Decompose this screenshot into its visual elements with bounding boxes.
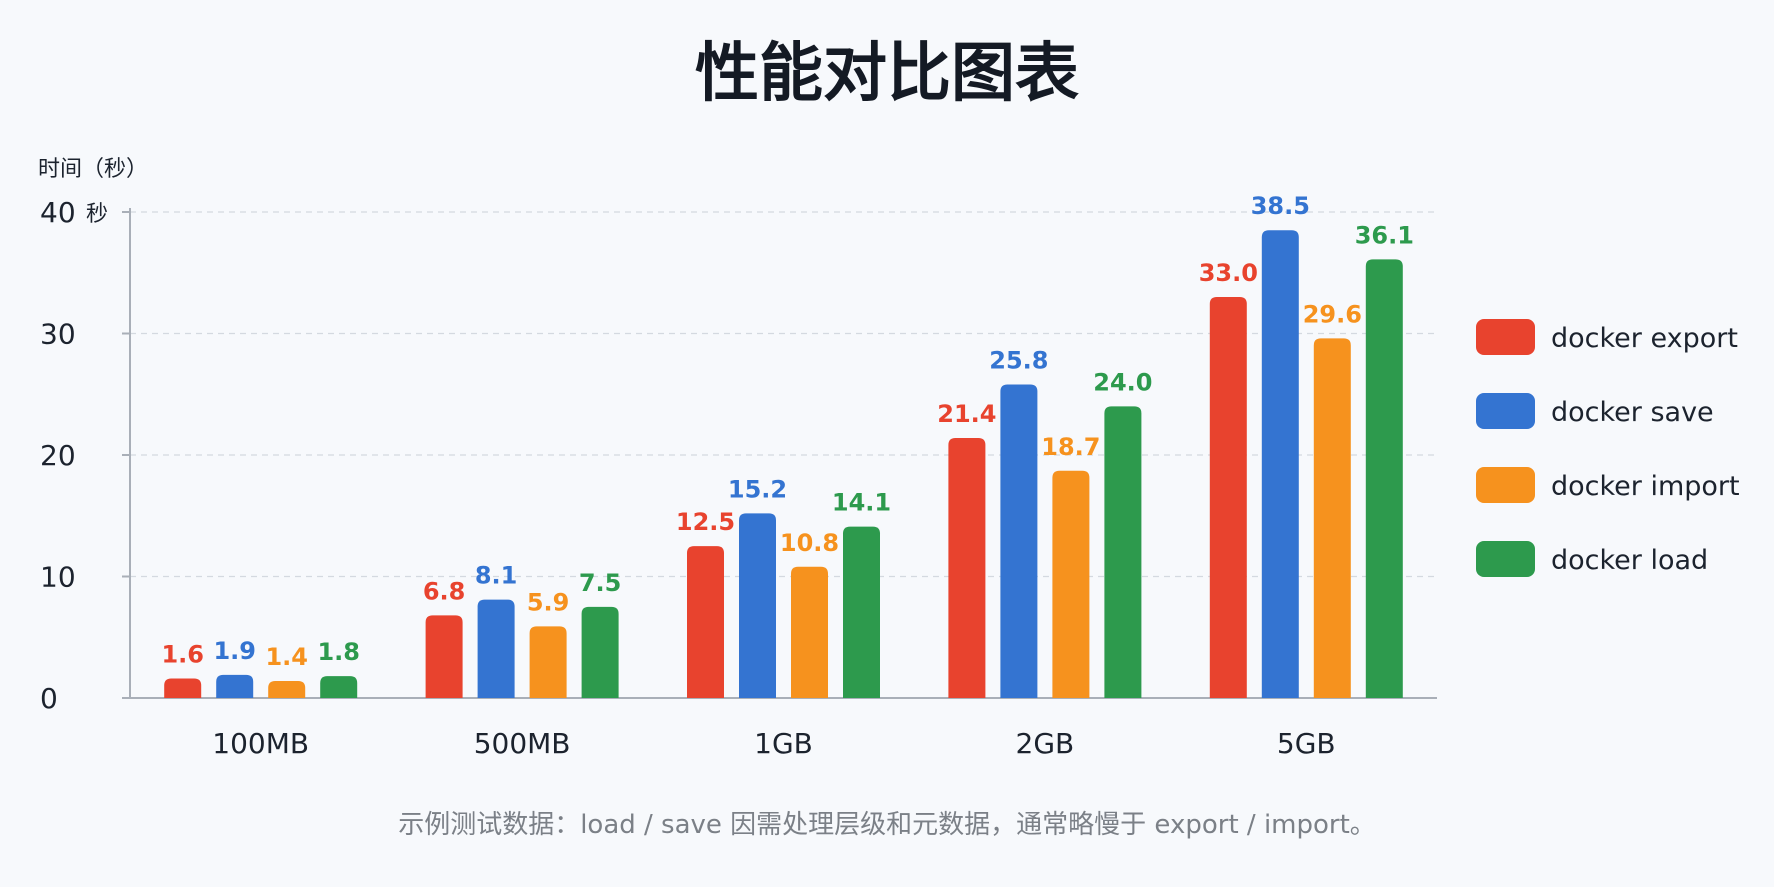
bar-docker-save-500MB	[477, 599, 515, 698]
value-label: 25.8	[989, 347, 1048, 375]
legend-label: docker save	[1551, 397, 1714, 428]
legend-label: docker load	[1551, 545, 1708, 576]
value-label: 21.4	[937, 400, 996, 428]
legend-swatch	[1476, 467, 1535, 503]
value-label: 6.8	[423, 577, 466, 605]
bar-docker-import-100MB	[268, 680, 306, 698]
value-label: 1.9	[213, 637, 256, 665]
bar-docker-export-100MB	[164, 678, 202, 698]
x-tick-label: 500MB	[474, 727, 571, 760]
bar-docker-import-5GB	[1313, 338, 1351, 698]
bar-docker-export-5GB	[1209, 297, 1247, 698]
legend-label: docker import	[1551, 471, 1740, 502]
bar-docker-export-1GB	[687, 546, 724, 698]
bar-docker-load-1GB	[843, 526, 880, 698]
chart-title: 性能对比图表	[695, 37, 1079, 111]
bar-docker-load-500MB	[581, 606, 619, 698]
bar-docker-export-500MB	[425, 615, 463, 698]
value-label: 24.0	[1093, 368, 1152, 396]
bar-docker-save-2GB	[1000, 384, 1038, 698]
bar-docker-save-100MB	[216, 674, 254, 698]
value-labels: 1.6 1.9 1.4 1.8 6.8 8.1 5.9 7.5 12.5 15.2 10.8 14.1…	[161, 192, 1413, 671]
y-tick-label: 20	[40, 439, 76, 472]
y-axis-label: 时间（秒）	[38, 157, 148, 182]
y-tick-label: 10	[40, 561, 76, 594]
bar-docker-export-2GB	[948, 437, 986, 698]
y-unit-label: 秒	[86, 202, 108, 227]
value-label: 38.5	[1251, 192, 1310, 220]
x-tick-label: 1GB	[754, 727, 813, 760]
y-tick-label: 0	[40, 682, 58, 715]
y-tick-label: 30	[40, 318, 76, 351]
x-tick-label: 100MB	[212, 727, 309, 760]
value-label: 14.1	[832, 489, 891, 517]
x-tick-label: 5GB	[1277, 727, 1336, 760]
legend-label: docker export	[1551, 323, 1738, 354]
value-label: 36.1	[1355, 221, 1414, 249]
bar-docker-import-500MB	[529, 626, 567, 698]
legend-swatch	[1476, 319, 1535, 355]
value-label: 10.8	[780, 529, 839, 557]
bar-docker-save-1GB	[739, 513, 776, 698]
value-label: 7.5	[579, 569, 622, 597]
bar-docker-load-5GB	[1365, 259, 1403, 698]
value-label: 18.7	[1041, 433, 1100, 461]
value-label: 1.4	[265, 643, 308, 671]
legend-swatch	[1476, 393, 1535, 429]
y-tick-label: 40	[40, 196, 76, 229]
value-label: 15.2	[728, 475, 787, 503]
bar-docker-import-2GB	[1052, 470, 1090, 698]
value-label: 33.0	[1199, 259, 1258, 287]
value-label: 1.6	[161, 641, 204, 669]
bar-docker-import-1GB	[791, 566, 828, 698]
value-label: 1.8	[317, 638, 360, 666]
value-label: 5.9	[527, 588, 570, 616]
value-label: 12.5	[676, 508, 735, 536]
axes: 0 10 20 30 40 秒 100MB 500MB 1GB 2GB 5GB	[40, 196, 1437, 760]
bar-docker-load-2GB	[1104, 406, 1142, 698]
x-tick-label: 2GB	[1016, 727, 1075, 760]
value-label: 8.1	[475, 562, 518, 590]
bar-docker-save-5GB	[1261, 230, 1299, 698]
legend-swatch	[1476, 541, 1535, 577]
bars	[164, 230, 1403, 698]
legend: docker export docker save docker import doc…	[1476, 319, 1740, 577]
chart-footnote: 示例测试数据：load / save 因需处理层级和元数据，通常略慢于 expo…	[398, 810, 1376, 840]
bar-docker-load-100MB	[320, 676, 358, 698]
value-label: 29.6	[1303, 300, 1362, 328]
